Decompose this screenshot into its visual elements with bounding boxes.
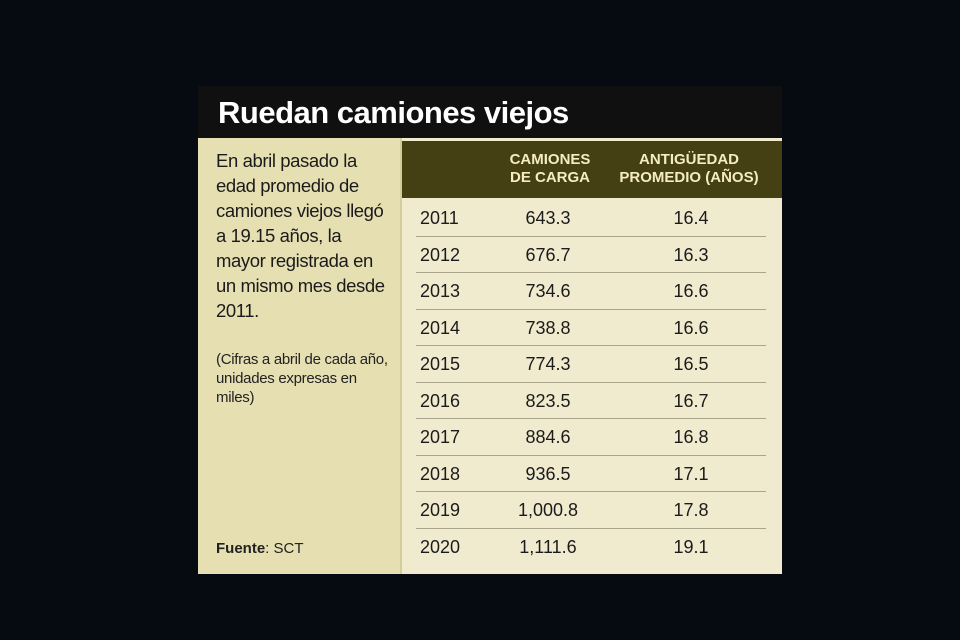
table-row: 2019 1,000.8 17.8 xyxy=(416,492,766,529)
year-cell: 2013 xyxy=(420,281,461,301)
age-cell: 16.5 xyxy=(673,354,709,374)
trucks-cell: 1,000.8 xyxy=(517,500,579,520)
age-cell: 16.3 xyxy=(673,244,709,265)
source-value: : SCT xyxy=(265,540,304,557)
table-row: 2013 734.6 16.6 xyxy=(416,273,766,310)
column-header-age: ANTIGÜEDAD PROMEDIO (AÑOS) xyxy=(619,151,759,186)
table-row: 2017 884.6 16.8 xyxy=(416,419,766,456)
table-row: 2012 676.7 16.3 xyxy=(416,237,766,273)
data-table: CAMIONES DE CARGA ANTIGÜEDAD PROMEDIO (A… xyxy=(400,138,782,574)
trucks-cell: 738.8 xyxy=(525,317,571,338)
age-cell: 16.4 xyxy=(673,208,709,228)
chart-title: Ruedan camiones viejos xyxy=(218,95,569,130)
trucks-cell: 774.3 xyxy=(525,354,571,374)
table-row: 2020 1,111.6 19.1 xyxy=(416,529,766,566)
age-cell: 19.1 xyxy=(673,536,709,557)
table-row: 2011 643.3 16.4 xyxy=(416,200,766,237)
trucks-cell: 734.6 xyxy=(525,281,571,301)
age-cell: 16.6 xyxy=(673,281,709,301)
infographic-card: Ruedan camiones viejos En abril pasado l… xyxy=(198,86,782,574)
table-header: CAMIONES DE CARGA ANTIGÜEDAD PROMEDIO (A… xyxy=(402,141,782,198)
age-cell: 17.1 xyxy=(673,463,709,484)
year-cell: 2011 xyxy=(420,208,459,228)
source-credit: Fuente: SCT xyxy=(216,540,304,557)
column-header-trucks: CAMIONES DE CARGA xyxy=(509,151,591,186)
table-row: 2014 738.8 16.6 xyxy=(416,310,766,346)
year-cell: 2018 xyxy=(420,463,461,484)
year-cell: 2015 xyxy=(420,354,461,374)
title-bar: Ruedan camiones viejos xyxy=(198,86,782,138)
description-text: En abril pasado la edad promedio de cami… xyxy=(216,150,385,321)
age-cell: 17.8 xyxy=(673,500,709,520)
table-row: 2018 936.5 17.1 xyxy=(416,456,766,492)
trucks-cell: 1,111.6 xyxy=(519,536,577,557)
year-cell: 2012 xyxy=(420,244,461,265)
table-body: 2011 643.3 16.4 2012 676.7 16.3 2013 734.6 16.6 2… xyxy=(402,200,782,565)
table-row: 2015 774.3 16.5 xyxy=(416,346,766,383)
table-row: 2016 823.5 16.7 xyxy=(416,383,766,419)
year-cell: 2019 xyxy=(420,500,461,520)
year-cell: 2016 xyxy=(420,390,461,411)
year-cell: 2014 xyxy=(420,317,461,338)
trucks-cell: 643.3 xyxy=(525,208,571,228)
trucks-cell: 823.5 xyxy=(525,390,571,411)
description-panel: En abril pasado la edad promedio de cami… xyxy=(198,138,400,574)
age-cell: 16.8 xyxy=(673,427,709,447)
units-note: (Cifras a abril de cada año, unidades ex… xyxy=(216,351,388,406)
age-cell: 16.6 xyxy=(673,317,709,338)
trucks-cell: 676.7 xyxy=(525,244,571,265)
year-cell: 2017 xyxy=(420,427,461,447)
trucks-cell: 936.5 xyxy=(525,463,571,484)
source-label: Fuente xyxy=(216,540,266,557)
age-cell: 16.7 xyxy=(673,390,709,411)
trucks-cell: 884.6 xyxy=(525,427,571,447)
year-cell: 2020 xyxy=(420,536,461,557)
